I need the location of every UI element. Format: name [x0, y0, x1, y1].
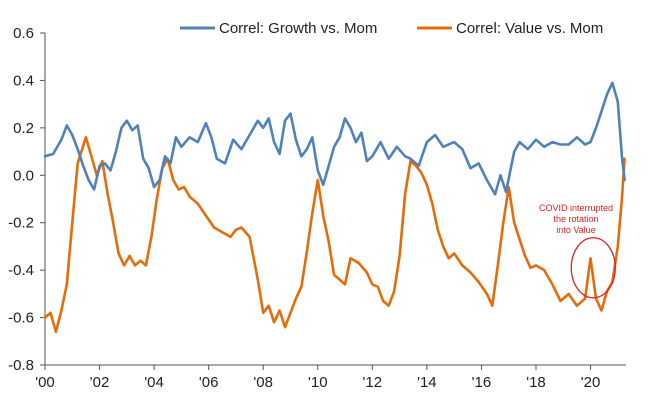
x-tick-label: '16 [472, 374, 492, 391]
series-layer [43, 81, 626, 334]
y-tick-label: -0.8 [8, 357, 34, 374]
y-tick-label: 0.6 [13, 25, 34, 42]
x-tick-label: '02 [90, 374, 110, 391]
legend-label-value: Correl: Value vs. Mom [456, 20, 603, 37]
x-tick-label: '08 [253, 374, 273, 391]
x-tick-label: '20 [581, 374, 601, 391]
x-tick-label: '00 [35, 374, 55, 391]
series-line-value [43, 136, 626, 334]
y-tick-label: 0.0 [13, 167, 34, 184]
x-tick-label: '06 [199, 374, 219, 391]
x-tick-label: '10 [308, 374, 328, 391]
x-axis-ticks: '00 '02 '04 '06 '08 '10 '12 '14 '16 '18 '20 [35, 365, 600, 391]
y-tick-label: 0.4 [13, 72, 34, 89]
y-tick-label: 0.2 [13, 120, 34, 137]
x-tick-label: '12 [363, 374, 383, 391]
series-line-growth [43, 81, 626, 196]
x-tick-label: '18 [526, 374, 546, 391]
annotation-line-3: into Value [556, 225, 595, 235]
x-tick-label: '04 [144, 374, 164, 391]
x-tick-label: '14 [417, 374, 437, 391]
annotation-line-2: the rotation [553, 214, 598, 224]
y-tick-label: -0.6 [8, 310, 34, 327]
annotation-circle [570, 237, 616, 299]
y-axis-ticks: 0.6 0.4 0.2 0.0 -0.2 -0.4 -0.6 -0.8 [8, 25, 45, 374]
annotation-line-1: COVID interrupted [539, 203, 613, 213]
y-tick-label: -0.2 [8, 215, 34, 232]
legend-label-growth: Correl: Growth vs. Mom [219, 20, 377, 37]
covid-annotation: COVID interrupted the rotation into Valu… [539, 203, 616, 299]
y-tick-label: -0.4 [8, 262, 34, 279]
legend: Correl: Growth vs. Mom Correl: Value vs.… [180, 20, 603, 37]
